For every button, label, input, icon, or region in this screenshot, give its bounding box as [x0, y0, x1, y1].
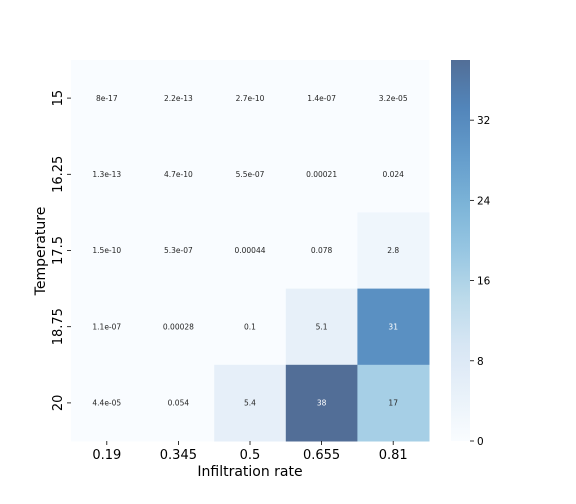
y-tick-label: 15 [51, 90, 66, 107]
cell-annotation: 0.054 [168, 399, 190, 408]
x-axis-label: Infiltration rate [197, 464, 302, 480]
heatmap-cell [142, 212, 215, 290]
cell-annotation: 8e-17 [96, 94, 118, 103]
heatmap-cell [71, 288, 144, 366]
heatmap-cell [214, 212, 287, 290]
cell-annotation: 5.5e-07 [236, 170, 265, 179]
colorbar: 0 8 16 24 32 [451, 60, 491, 448]
cell-annotation: 2.8 [387, 246, 399, 255]
heatmap-cell [71, 60, 144, 137]
cell-annotation: 17 [388, 399, 398, 408]
cell-annotation: 0.024 [382, 170, 404, 179]
heatmap-cell [214, 288, 287, 366]
cell-annotation: 4.4e-05 [92, 399, 121, 408]
cell-annotation: 0.078 [311, 246, 333, 255]
cell-annotation: 2.2e-13 [164, 94, 193, 103]
heatmap-cell [285, 212, 358, 290]
x-tick-label: 0.81 [379, 448, 408, 463]
cell-annotation: 0.00021 [306, 170, 337, 179]
cell-annotation: 5.1 [316, 322, 328, 331]
cell-annotation: 38 [317, 399, 327, 408]
y-tick-label: 16.25 [51, 156, 66, 193]
cell-annotation: 1.5e-10 [92, 246, 121, 255]
cell-annotation: 5.4 [244, 399, 256, 408]
cell-annotation: 31 [388, 322, 398, 331]
colorbar-tick-label: 0 [477, 436, 484, 448]
heatmap-cell [357, 288, 430, 366]
y-tick-label: 20 [51, 395, 66, 412]
heatmap-cell [142, 288, 215, 366]
cell-annotation: 0.1 [244, 322, 256, 331]
x-tick-label: 0.19 [92, 448, 121, 463]
y-axis: 15 16.25 17.5 18.75 20 [51, 90, 71, 411]
cell-annotation: 5.3e-07 [164, 246, 193, 255]
heatmap-cell [214, 60, 287, 137]
heatmap-cell [71, 136, 144, 213]
heatmap-cell [285, 364, 358, 442]
heatmap-cell [285, 136, 358, 213]
colorbar-gradient [451, 60, 470, 441]
colorbar-tick-label: 16 [477, 276, 491, 288]
heatmap-cell [357, 136, 430, 213]
colorbar-tick-label: 8 [477, 356, 484, 368]
heatmap-cell [71, 212, 144, 290]
y-tick-label: 17.5 [51, 236, 66, 265]
cell-annotation: 3.2e-05 [379, 94, 408, 103]
heatmap-cell [357, 60, 430, 137]
heatmap-cell [214, 136, 287, 213]
heatmap-cells: 8e-17 2.2e-13 2.7e-10 1.4e-07 3.2e-05 1.3e-13… [71, 60, 430, 442]
heatmap-cell [214, 364, 287, 442]
y-axis-label: Temperature [33, 207, 49, 297]
heatmap-cell [142, 364, 215, 442]
cell-annotation: 1.3e-13 [92, 170, 121, 179]
heatmap-cell [71, 364, 144, 442]
cell-annotation: 0.00044 [234, 246, 265, 255]
cell-annotation: 4.7e-10 [164, 170, 193, 179]
x-tick-label: 0.655 [303, 448, 340, 463]
heatmap-cell [357, 212, 430, 290]
heatmap-cell [357, 364, 430, 442]
heatmap-cell [285, 288, 358, 366]
colorbar-tick-label: 32 [477, 115, 490, 127]
heatmap-cell [142, 60, 215, 137]
x-axis: 0.19 0.345 0.5 0.655 0.81 [92, 441, 408, 463]
cell-annotation: 0.00028 [163, 322, 194, 331]
y-tick-label: 18.75 [51, 308, 66, 345]
cell-annotation: 2.7e-10 [236, 94, 265, 103]
x-tick-label: 0.5 [240, 448, 261, 463]
heatmap-cell [285, 60, 358, 137]
x-tick-label: 0.345 [160, 448, 197, 463]
cell-annotation: 1.1e-07 [92, 322, 121, 331]
heatmap-cell [142, 136, 215, 213]
colorbar-tick-label: 24 [477, 195, 491, 207]
cell-annotation: 1.4e-07 [307, 94, 336, 103]
